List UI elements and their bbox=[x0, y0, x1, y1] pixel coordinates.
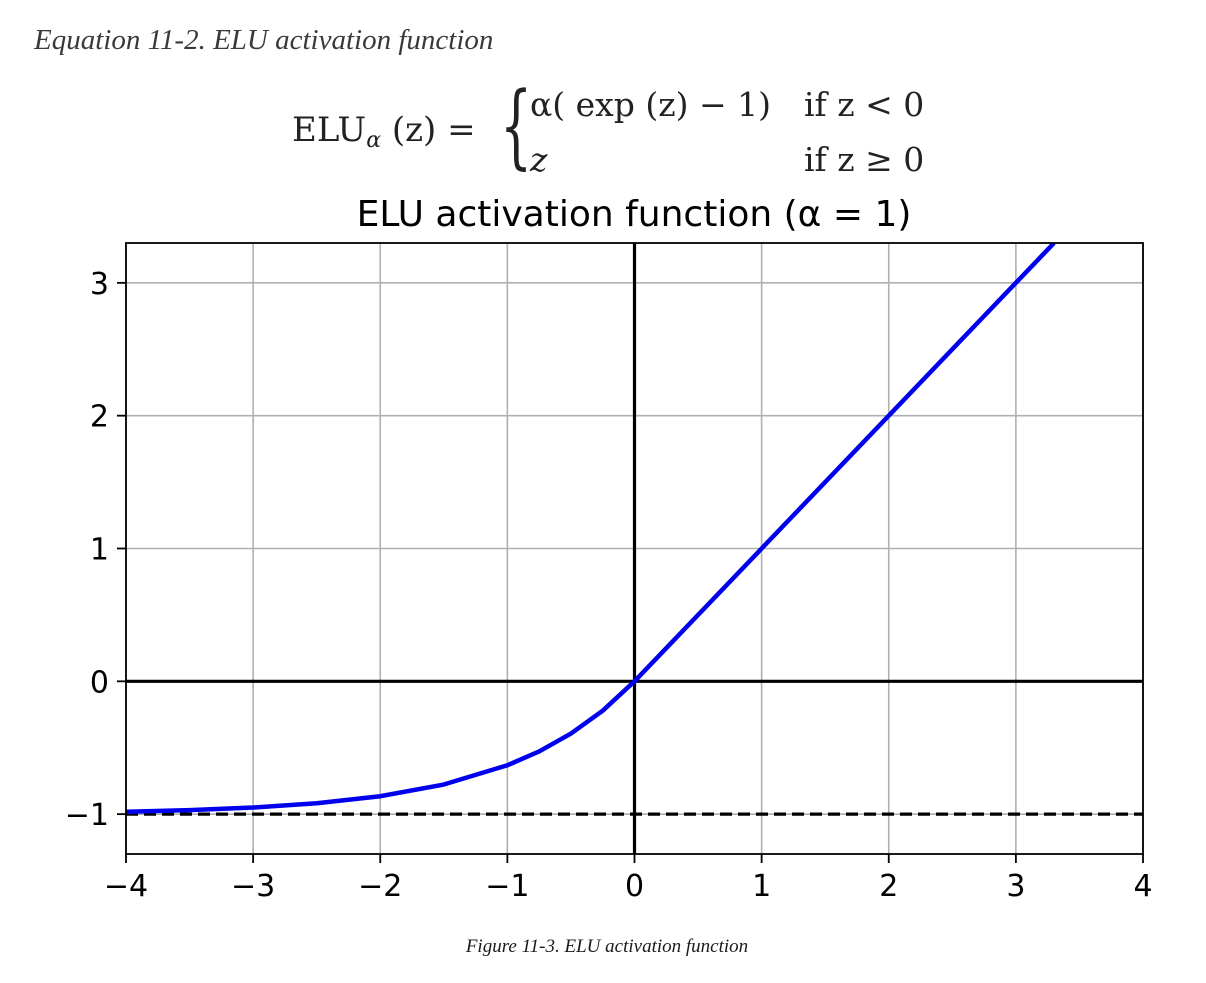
formula-case2-expr: z bbox=[530, 140, 548, 179]
formula-lhs-sub: α bbox=[366, 128, 382, 153]
y-tick-label: −1 bbox=[65, 798, 109, 833]
formula-case1-cond: if z < 0 bbox=[804, 85, 925, 124]
formula-case2-cond: if z ≥ 0 bbox=[804, 140, 925, 179]
x-tick-label: −3 bbox=[231, 869, 275, 904]
x-tick-label: −1 bbox=[485, 869, 529, 904]
y-tick-label: 0 bbox=[90, 665, 109, 700]
series-line-elu bbox=[126, 243, 1056, 815]
equation-caption: Equation 11-2. ELU activation function bbox=[34, 24, 494, 56]
chart-title: ELU activation function (α = 1) bbox=[356, 194, 912, 235]
elu-formula: ELUα (z) = { α( exp (z) − 1) if z < 0 z … bbox=[290, 80, 950, 190]
formula-brace: { bbox=[500, 72, 533, 179]
x-tick-label: 3 bbox=[1006, 869, 1025, 904]
y-tick-label: 3 bbox=[90, 267, 109, 302]
formula-lhs-arg: (z) = bbox=[391, 110, 476, 150]
x-tick-label: −4 bbox=[104, 869, 148, 904]
formula-lhs: ELUα (z) = bbox=[292, 110, 476, 153]
x-tick-label: 1 bbox=[752, 869, 771, 904]
x-tick-label: 2 bbox=[879, 869, 898, 904]
figure-caption: Figure 11-3. ELU activation function bbox=[465, 936, 749, 957]
y-tick-label: 2 bbox=[90, 400, 109, 435]
formula-lhs-name: ELU bbox=[292, 110, 367, 150]
x-tick-label: −2 bbox=[358, 869, 402, 904]
y-tick-label: 1 bbox=[90, 533, 109, 568]
x-tick-label: 0 bbox=[625, 869, 644, 904]
x-tick-label: 4 bbox=[1133, 869, 1152, 904]
formula-case1-expr: α( exp (z) − 1) bbox=[530, 85, 772, 124]
